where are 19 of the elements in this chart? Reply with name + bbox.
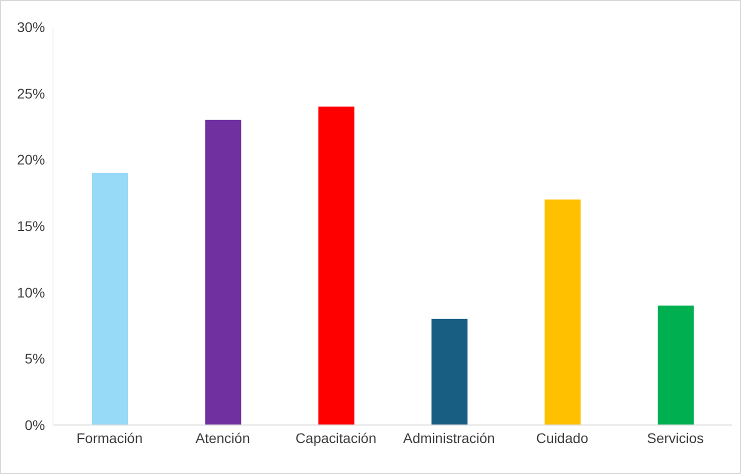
y-tick-label: 30%	[16, 18, 45, 35]
y-tick-label: 5%	[24, 350, 45, 367]
y-tick-label: 0%	[24, 416, 45, 433]
y-tick-label: 10%	[16, 284, 45, 300]
x-tick-label: Administración	[403, 430, 495, 446]
y-tick-label: 25%	[16, 85, 45, 102]
bar	[544, 199, 581, 425]
x-tick-label: Formación	[76, 430, 143, 446]
bar	[318, 106, 354, 425]
bar	[658, 306, 694, 425]
bar	[432, 318, 468, 425]
x-tick-label: Servicios	[647, 430, 704, 446]
x-tick-label: Cuidado	[536, 430, 589, 446]
x-tick-label: Capacitación	[295, 430, 376, 446]
x-tick-label: Atención	[196, 430, 250, 446]
y-tick-label: 20%	[16, 152, 45, 168]
y-tick-label: 15%	[16, 218, 45, 234]
bar	[205, 120, 242, 425]
bar	[92, 172, 128, 425]
